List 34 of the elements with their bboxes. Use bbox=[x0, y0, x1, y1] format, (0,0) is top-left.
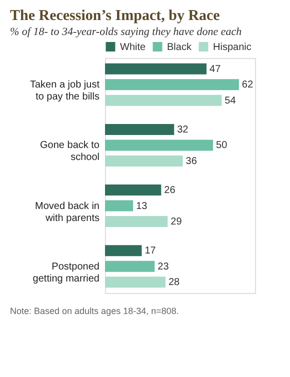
legend-label: Hispanic bbox=[213, 42, 252, 53]
data-label: 54 bbox=[224, 95, 236, 106]
data-label: 28 bbox=[168, 277, 180, 288]
bar bbox=[105, 94, 222, 106]
bar bbox=[105, 155, 183, 166]
bar bbox=[105, 216, 168, 228]
y-tick-label: Postponed getting married bbox=[32, 261, 100, 284]
data-label: 23 bbox=[158, 261, 170, 272]
legend-label: Black bbox=[167, 42, 192, 53]
data-label: 17 bbox=[144, 246, 156, 257]
bar bbox=[105, 245, 142, 256]
data-label: 36 bbox=[186, 156, 198, 167]
data-label: 50 bbox=[216, 140, 228, 152]
bar bbox=[105, 140, 214, 151]
bar bbox=[105, 200, 134, 212]
bar bbox=[105, 79, 239, 90]
chart-title: The Recession’s Impact, by Race bbox=[10, 8, 220, 24]
y-tick-label: Taken a job just to pay the bills bbox=[30, 80, 100, 103]
y-tick-label: Moved back in with parents bbox=[35, 200, 100, 224]
bar bbox=[105, 184, 162, 196]
data-label: 13 bbox=[136, 200, 148, 212]
bar bbox=[105, 276, 166, 288]
bar bbox=[105, 260, 155, 272]
data-label: 26 bbox=[164, 185, 176, 196]
text: Note: Based on adults ages 18-34, n=808. bbox=[10, 306, 179, 316]
data-label: 47 bbox=[210, 64, 222, 75]
bar bbox=[105, 63, 207, 74]
y-tick-label: Gone back to school bbox=[40, 140, 100, 164]
data-label: 62 bbox=[242, 80, 254, 91]
data-label: 32 bbox=[177, 124, 189, 136]
legend-label: White bbox=[120, 42, 146, 53]
data-label: 29 bbox=[170, 216, 182, 228]
chart-subtitle: % of 18- to 34-year-olds saying they have done each bbox=[10, 26, 242, 38]
bar bbox=[105, 124, 174, 135]
